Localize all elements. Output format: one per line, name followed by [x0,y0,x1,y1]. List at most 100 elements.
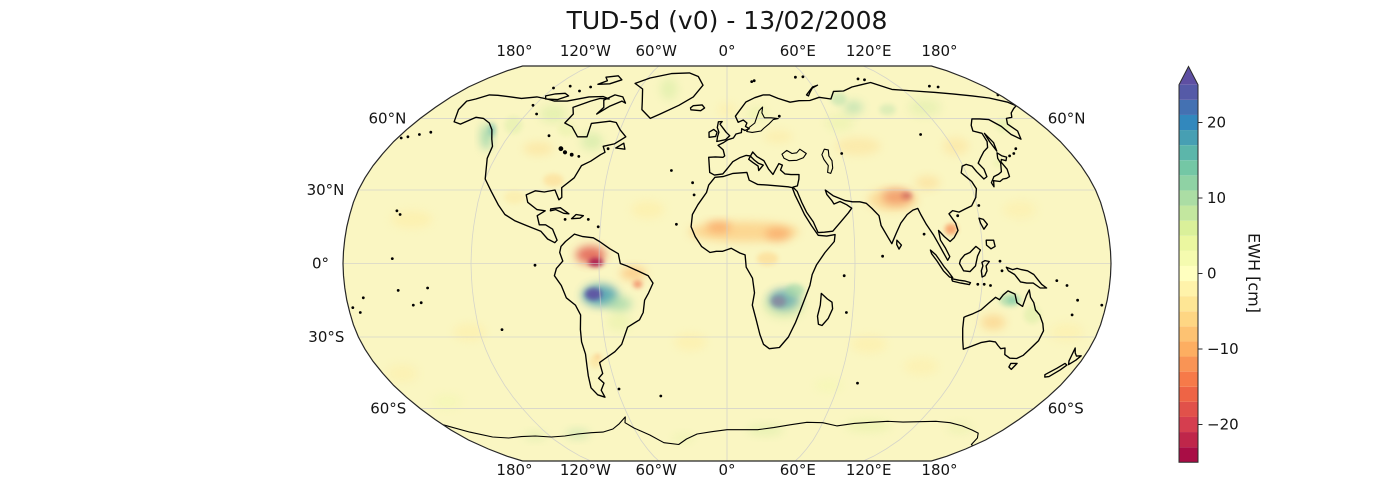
colorbar-segment [1179,341,1198,357]
island-speck [358,311,362,314]
island-speck [794,75,797,79]
lat-label-left: 60°S [370,400,406,418]
anomaly-ne-pacific-wisp [390,210,433,229]
island-speck [390,257,394,260]
sea-blacksea [781,148,807,162]
island-speck [617,387,621,391]
colorbar-segment [1179,205,1198,221]
island-speck [395,209,399,213]
colorbar-segment [1179,432,1198,448]
coastline-hispaniola [570,213,585,220]
colorbar-segment [1179,416,1198,433]
island-speck [411,303,415,307]
great-lake [569,152,574,157]
colorbar-outline [1178,65,1199,463]
anomaly-quebec [580,132,603,151]
anomaly-sahel-east [765,227,791,241]
island-speck [406,135,410,139]
coastline-ellesmere [597,75,623,85]
lon-label-top: 120°E [846,42,892,60]
anomaly-patagonia-spot [595,354,601,359]
island-speck [989,284,992,287]
coastline-antarctica [443,416,979,447]
colorbar-segment [1179,84,1198,100]
island-speck [398,213,402,216]
island-speck [675,222,678,226]
island-speck [1000,269,1004,273]
island-speck [919,133,922,136]
sea-caspian [821,148,834,174]
island-speck [856,381,859,385]
colorbar-tick-label: −20 [1207,416,1239,434]
island-speck [750,80,754,83]
anomaly-siberia-teal-east [879,104,896,116]
great-lake [558,146,564,152]
lon-label-top: 180° [496,42,532,60]
coastline-sakhalin [983,132,998,152]
island-speck [842,274,846,278]
island-speck [1055,279,1059,282]
colorbar-segment [1179,311,1198,327]
island-speck [928,84,931,88]
coastline-japan [990,152,1011,188]
island-speck [1100,303,1104,307]
island-speck [596,225,600,229]
coastline-tasmania [1008,362,1018,371]
anomaly-sw-pacific-wisp [1050,323,1084,341]
island-speck [1012,152,1016,155]
lon-label-top: 0° [718,42,735,60]
gridline-meridian [470,66,591,461]
coastline-novaya [805,84,819,97]
island-speck [936,85,940,89]
coastline-na [453,94,627,244]
lon-label-bottom: 60°W [635,461,677,479]
island-speck [1076,298,1079,302]
ewh-anomaly-field [386,78,1084,443]
colorbar-extend-arrow [1179,66,1198,85]
lon-label-bottom: 180° [921,461,957,479]
lat-label-right: 60°N [1048,109,1086,127]
island-speck [547,134,551,138]
anomaly-west-pacific-wisp [1002,200,1036,219]
island-speck [351,306,355,309]
anomaly-antarctica-green-5 [947,422,972,434]
figure-title: TUD-5d (v0) - 13/02/2008 [566,6,888,35]
lat-label-right: 60°S [1048,400,1084,418]
colorbar-segment [1179,190,1198,206]
colorbar-segment [1179,371,1198,387]
anomaly-central-australia [980,314,1006,330]
island-speck [563,218,567,221]
island-speck [856,77,860,81]
anomaly-north-australia-core [1006,296,1018,304]
island-speck [418,133,421,136]
anomaly-south-indian-wisp [903,357,939,376]
anomaly-south-brazil [606,313,632,332]
island-speck [589,85,592,89]
lon-label-bottom: 120°E [846,461,892,479]
colorbar-tick-label: 0 [1207,265,1217,283]
anomaly-antarctica-green-4 [844,419,892,433]
anomaly-west-siberia [825,114,854,132]
lat-label-left: 60°N [368,109,406,127]
island-speck [922,232,926,236]
gridline-meridian [863,66,984,461]
great-lake [577,155,581,158]
anomaly-amazon-south-core [585,288,603,301]
colorbar-segment [1179,447,1198,463]
anomaly-kara-coast [830,92,847,106]
gridline-meridian [794,66,856,461]
anomaly-southern-ocean-green [433,395,461,409]
anomaly-amazon-north-core [588,257,604,267]
coastline-nz2 [1044,362,1068,378]
anomaly-se-us [543,173,564,187]
coastline-eurasia [708,81,1022,261]
coastline-nz1 [1067,347,1082,366]
anomaly-north-atlantic-wisp [631,200,665,219]
colorbar-segment [1179,130,1198,146]
colorbar-segment [1179,175,1198,191]
lon-label-bottom: 60°E [780,461,816,479]
coastline-baffin [596,94,627,115]
colorbar-segment [1179,220,1198,236]
coastline-australia [962,289,1045,360]
